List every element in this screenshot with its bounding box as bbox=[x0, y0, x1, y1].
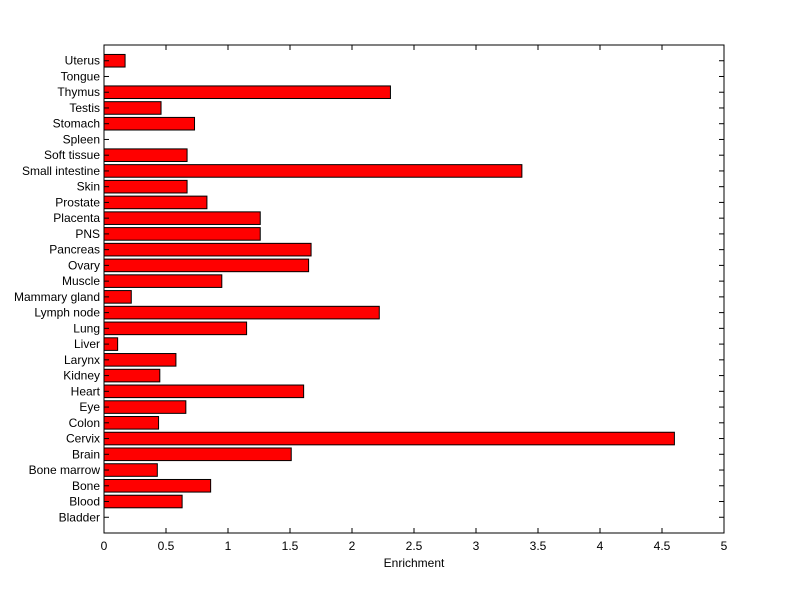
y-tick-label-bladder: Bladder bbox=[59, 510, 100, 524]
bar-ovary bbox=[103, 258, 310, 273]
bar-pancreas bbox=[103, 242, 312, 257]
y-tick-label-lung: Lung bbox=[73, 321, 100, 335]
y-tick-label-liver: Liver bbox=[74, 337, 100, 351]
bar-small-intestine bbox=[103, 164, 523, 178]
y-tick-label-pancreas: Pancreas bbox=[49, 243, 100, 257]
bar-stomach bbox=[103, 116, 196, 131]
y-tick-label-brain: Brain bbox=[72, 447, 100, 461]
x-tick-label-1: 0.5 bbox=[158, 539, 175, 553]
y-tick-label-pns: PNS bbox=[75, 227, 100, 241]
y-tick-label-kidney: Kidney bbox=[63, 369, 100, 383]
ticks-group bbox=[103, 45, 725, 533]
y-tick-label-skin: Skin bbox=[77, 180, 100, 194]
y-tick-label-thymus: Thymus bbox=[57, 85, 100, 99]
bar-kidney bbox=[103, 368, 161, 383]
bar-heart bbox=[103, 384, 305, 399]
bar-lymph-node bbox=[103, 305, 380, 320]
y-tick-label-lymph-node: Lymph node bbox=[34, 306, 100, 320]
y-tick-label-soft-tissue: Soft tissue bbox=[44, 148, 100, 162]
x-tick-label-10: 5 bbox=[721, 539, 728, 553]
y-tick-label-placenta: Placenta bbox=[53, 211, 100, 225]
y-tick-label-prostate: Prostate bbox=[55, 195, 100, 209]
y-tick-label-tongue: Tongue bbox=[61, 69, 101, 83]
bar-thymus bbox=[103, 85, 391, 100]
y-tick-label-mammary-gland: Mammary gland bbox=[14, 290, 100, 304]
bars-group bbox=[103, 53, 675, 509]
bar-testis bbox=[103, 101, 162, 115]
x-tick-label-8: 4 bbox=[597, 539, 604, 553]
y-tick-label-spleen: Spleen bbox=[63, 132, 100, 146]
y-tick-label-larynx: Larynx bbox=[64, 353, 100, 367]
bar-skin bbox=[103, 179, 188, 194]
y-tick-label-muscle: Muscle bbox=[62, 274, 100, 288]
x-axis-title: Enrichment bbox=[384, 556, 445, 570]
y-tick-label-bone: Bone bbox=[72, 479, 100, 493]
y-tick-label-testis: Testis bbox=[69, 101, 100, 115]
bar-bone bbox=[103, 478, 212, 493]
x-tick-label-0: 0 bbox=[101, 539, 108, 553]
x-tick-label-3: 1.5 bbox=[282, 539, 299, 553]
bar-placenta bbox=[103, 211, 261, 225]
x-tick-label-2: 1 bbox=[225, 539, 232, 553]
x-tick-label-9: 4.5 bbox=[654, 539, 671, 553]
bar-pns bbox=[103, 227, 261, 241]
bar-muscle bbox=[103, 274, 223, 288]
x-tick-label-4: 2 bbox=[349, 539, 356, 553]
bar-blood bbox=[103, 494, 183, 509]
y-tick-label-eye: Eye bbox=[79, 400, 100, 414]
plot-frame bbox=[103, 44, 725, 534]
bar-cervix bbox=[103, 431, 675, 446]
y-tick-label-stomach: Stomach bbox=[53, 117, 100, 131]
bar-prostate bbox=[103, 195, 208, 210]
bar-bone-marrow bbox=[103, 463, 158, 477]
bar-larynx bbox=[103, 353, 177, 367]
bar-lung bbox=[103, 321, 248, 336]
y-tick-label-colon: Colon bbox=[69, 416, 100, 430]
x-tick-label-7: 3.5 bbox=[530, 539, 547, 553]
bar-colon bbox=[103, 416, 160, 430]
bar-eye bbox=[103, 400, 187, 414]
y-tick-label-heart: Heart bbox=[71, 384, 101, 398]
x-tick-label-5: 2.5 bbox=[406, 539, 423, 553]
y-tick-label-uterus: Uterus bbox=[65, 54, 100, 68]
y-tick-label-blood: Blood bbox=[69, 495, 100, 509]
bar-brain bbox=[103, 447, 292, 462]
y-tick-label-cervix: Cervix bbox=[66, 432, 100, 446]
y-tick-label-small-intestine: Small intestine bbox=[22, 164, 100, 178]
bar-soft-tissue bbox=[103, 148, 188, 162]
y-tick-label-bone-marrow: Bone marrow bbox=[29, 463, 101, 477]
y-tick-label-ovary: Ovary bbox=[68, 258, 100, 272]
x-tick-label-6: 3 bbox=[473, 539, 480, 553]
